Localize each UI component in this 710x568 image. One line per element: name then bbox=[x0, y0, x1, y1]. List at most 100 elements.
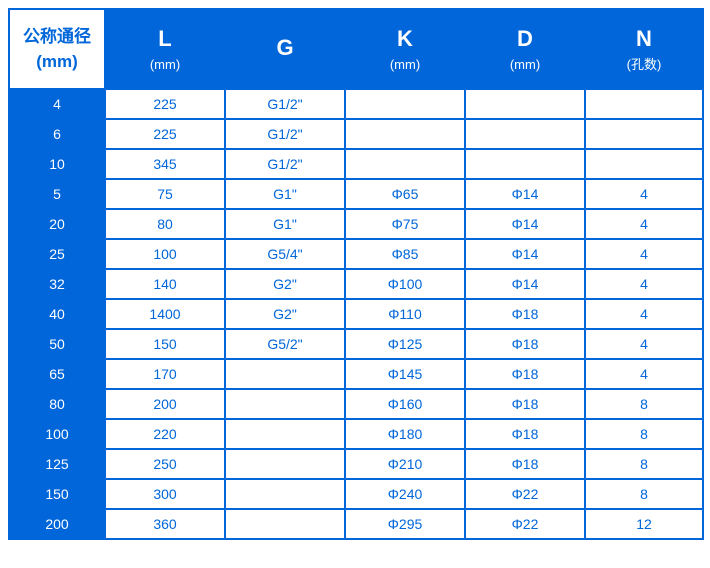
data-cell: Φ295 bbox=[345, 509, 465, 539]
table-row: 150300Φ240Φ228 bbox=[9, 479, 703, 509]
data-cell: 200 bbox=[105, 389, 225, 419]
table-row: 10345G1/2" bbox=[9, 149, 703, 179]
data-cell: Φ240 bbox=[345, 479, 465, 509]
data-cell: G1" bbox=[225, 209, 345, 239]
data-cell: 4 bbox=[585, 329, 703, 359]
data-cell: Φ14 bbox=[465, 209, 585, 239]
row-header-cell: 65 bbox=[9, 359, 105, 389]
row-header-cell: 10 bbox=[9, 149, 105, 179]
row-header-cell: 32 bbox=[9, 269, 105, 299]
data-cell: 4 bbox=[585, 359, 703, 389]
data-cell: 220 bbox=[105, 419, 225, 449]
data-cell: 300 bbox=[105, 479, 225, 509]
table-row: 100220Φ180Φ188 bbox=[9, 419, 703, 449]
row-header-cell: 40 bbox=[9, 299, 105, 329]
table-head: 公称通径 (mm) L (mm) G K (mm) D (mm) N (孔数) bbox=[9, 9, 703, 89]
col-header-main: 公称通径 bbox=[23, 27, 91, 46]
col-header-main: K bbox=[346, 24, 464, 55]
table-row: 80200Φ160Φ188 bbox=[9, 389, 703, 419]
table-body: 4225G1/2"6225G1/2"10345G1/2"575G1"Φ65Φ14… bbox=[9, 89, 703, 539]
data-cell: 100 bbox=[105, 239, 225, 269]
table-row: 575G1"Φ65Φ144 bbox=[9, 179, 703, 209]
table-row: 401400G2"Φ110Φ184 bbox=[9, 299, 703, 329]
data-cell bbox=[225, 509, 345, 539]
data-cell: Φ18 bbox=[465, 389, 585, 419]
data-cell: 225 bbox=[105, 89, 225, 119]
row-header-cell: 80 bbox=[9, 389, 105, 419]
data-cell: 4 bbox=[585, 239, 703, 269]
data-cell: Φ160 bbox=[345, 389, 465, 419]
data-cell bbox=[225, 419, 345, 449]
data-cell: Φ145 bbox=[345, 359, 465, 389]
data-cell: G5/4" bbox=[225, 239, 345, 269]
data-cell: Φ18 bbox=[465, 299, 585, 329]
table-row: 65170Φ145Φ184 bbox=[9, 359, 703, 389]
data-cell bbox=[585, 119, 703, 149]
data-cell: 8 bbox=[585, 449, 703, 479]
row-header-cell: 200 bbox=[9, 509, 105, 539]
col-header-n: N (孔数) bbox=[585, 9, 703, 89]
col-header-main: N bbox=[586, 24, 702, 55]
data-cell: 80 bbox=[105, 209, 225, 239]
data-cell: G1" bbox=[225, 179, 345, 209]
data-cell: 250 bbox=[105, 449, 225, 479]
col-header-main: L bbox=[106, 24, 224, 55]
data-cell: Φ100 bbox=[345, 269, 465, 299]
data-cell: G1/2" bbox=[225, 149, 345, 179]
table-row: 4225G1/2" bbox=[9, 89, 703, 119]
data-cell bbox=[465, 119, 585, 149]
data-cell: Φ14 bbox=[465, 269, 585, 299]
data-cell: Φ22 bbox=[465, 479, 585, 509]
data-cell: 8 bbox=[585, 479, 703, 509]
data-cell: Φ14 bbox=[465, 179, 585, 209]
data-cell: Φ22 bbox=[465, 509, 585, 539]
data-cell: 1400 bbox=[105, 299, 225, 329]
data-cell bbox=[225, 479, 345, 509]
data-cell: 75 bbox=[105, 179, 225, 209]
data-cell: Φ18 bbox=[465, 449, 585, 479]
data-cell: Φ18 bbox=[465, 329, 585, 359]
col-header-sub: (孔数) bbox=[586, 56, 702, 74]
header-row: 公称通径 (mm) L (mm) G K (mm) D (mm) N (孔数) bbox=[9, 9, 703, 89]
data-cell: G2" bbox=[225, 269, 345, 299]
data-cell bbox=[585, 89, 703, 119]
data-cell: 225 bbox=[105, 119, 225, 149]
col-header-k: K (mm) bbox=[345, 9, 465, 89]
row-header-cell: 100 bbox=[9, 419, 105, 449]
col-header-sub: (mm) bbox=[106, 56, 224, 74]
data-cell: 170 bbox=[105, 359, 225, 389]
data-cell: 140 bbox=[105, 269, 225, 299]
data-cell bbox=[345, 119, 465, 149]
data-cell: 4 bbox=[585, 299, 703, 329]
col-header-sub: (mm) bbox=[466, 56, 584, 74]
table-row: 125250Φ210Φ188 bbox=[9, 449, 703, 479]
data-cell: Φ75 bbox=[345, 209, 465, 239]
data-cell: Φ18 bbox=[465, 419, 585, 449]
table-row: 32140G2"Φ100Φ144 bbox=[9, 269, 703, 299]
row-header-cell: 5 bbox=[9, 179, 105, 209]
data-cell bbox=[345, 89, 465, 119]
data-cell bbox=[225, 359, 345, 389]
col-header-d: D (mm) bbox=[465, 9, 585, 89]
data-cell: 4 bbox=[585, 269, 703, 299]
data-cell: 4 bbox=[585, 179, 703, 209]
data-cell: 345 bbox=[105, 149, 225, 179]
data-cell: Φ125 bbox=[345, 329, 465, 359]
row-header-cell: 4 bbox=[9, 89, 105, 119]
data-cell bbox=[465, 149, 585, 179]
data-cell: 4 bbox=[585, 209, 703, 239]
data-cell: Φ210 bbox=[345, 449, 465, 479]
table-row: 200360Φ295Φ2212 bbox=[9, 509, 703, 539]
spec-table: 公称通径 (mm) L (mm) G K (mm) D (mm) N (孔数) bbox=[8, 8, 704, 540]
table-row: 25100G5/4"Φ85Φ144 bbox=[9, 239, 703, 269]
col-header-main: D bbox=[466, 24, 584, 55]
data-cell: 360 bbox=[105, 509, 225, 539]
data-cell: Φ180 bbox=[345, 419, 465, 449]
data-cell: Φ85 bbox=[345, 239, 465, 269]
table-row: 6225G1/2" bbox=[9, 119, 703, 149]
data-cell: G5/2" bbox=[225, 329, 345, 359]
data-cell: G1/2" bbox=[225, 89, 345, 119]
row-header-cell: 50 bbox=[9, 329, 105, 359]
data-cell: Φ110 bbox=[345, 299, 465, 329]
col-header-main: G bbox=[226, 33, 344, 64]
